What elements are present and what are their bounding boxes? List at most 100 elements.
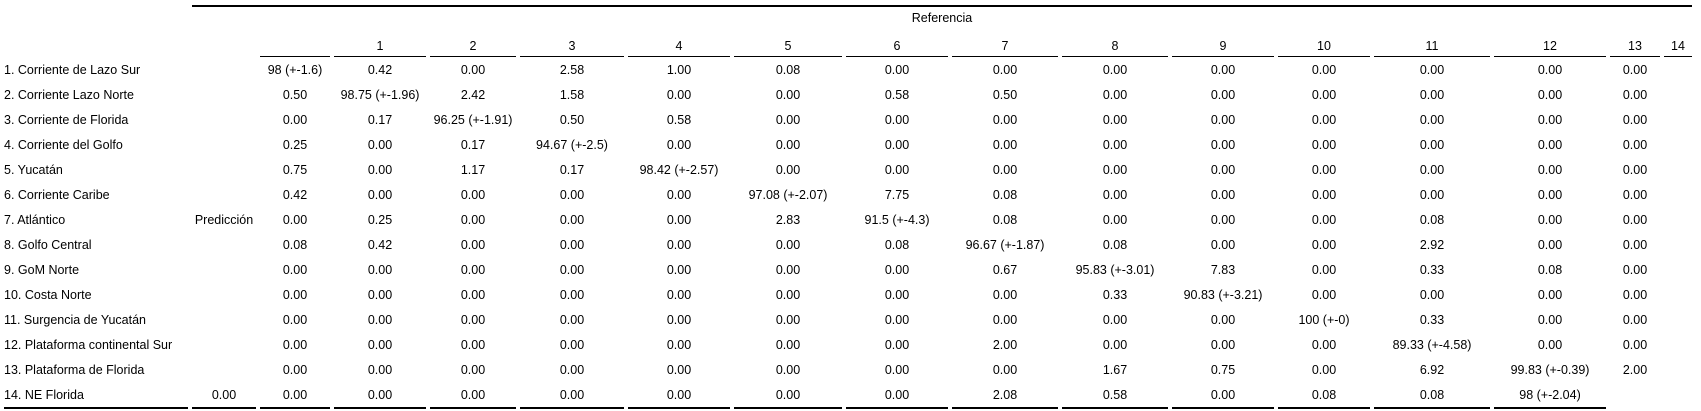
cell: 0.00 [460, 187, 486, 202]
cell: 0.00 [1210, 187, 1236, 202]
cell: 1.00 [666, 62, 692, 77]
cell: 0.00 [1419, 137, 1445, 152]
cell: 0.00 [1537, 112, 1563, 127]
cell: 0.00 [559, 337, 585, 352]
row-label: 14. NE Florida [4, 382, 188, 409]
cell: 0.00 [1537, 137, 1563, 152]
cell: 0.08 [884, 237, 910, 252]
cell: 0.00 [775, 287, 801, 302]
table-row: 5. Yucatán 0.75 0.00 1.17 0.17 98.42 (+-2.57)… [4, 157, 1692, 182]
column-numbers-row: 1 2 3 4 5 6 7 8 9 10 11 12 13 14 [4, 29, 1692, 57]
cell: 0.00 [460, 262, 486, 277]
cell: 0.58 [666, 112, 692, 127]
col-header-13: 13 [1610, 29, 1660, 57]
cell: 0.00 [460, 212, 486, 227]
col-header-8: 8 [1062, 29, 1168, 57]
cell: 0.00 [1311, 212, 1337, 227]
cell: 0.00 [1537, 62, 1563, 77]
referencia-header: Referencia [192, 5, 1692, 29]
row-label: 6. Corriente Caribe [4, 187, 110, 202]
cell: 0.00 [666, 87, 692, 102]
table-row: 10. Costa Norte 0.00 0.00 0.00 0.00 0.00 0.00 0… [4, 282, 1692, 307]
cell: 0.00 [367, 187, 393, 202]
cell: 0.42 [367, 62, 393, 77]
cell: 0.00 [367, 137, 393, 152]
row-label: 5. Yucatán [4, 162, 63, 177]
cell [1664, 232, 1692, 257]
cell: 98.75 (+-1.96) [340, 87, 420, 102]
cell: 0.00 [1311, 237, 1337, 252]
cell: 0.08 [1102, 237, 1128, 252]
cell: 0.00 [520, 382, 624, 409]
cell: 0.00 [559, 287, 585, 302]
cell: 0.00 [884, 112, 910, 127]
cell: 0.00 [1622, 262, 1648, 277]
cell: 0.42 [367, 237, 393, 252]
row-label: 13. Plataforma de Florida [4, 362, 145, 377]
cell: 2.08 [952, 382, 1058, 409]
table-row: 12. Plataforma continental Sur 0.00 0.00 0.… [4, 332, 1692, 357]
cell: 0.00 [1537, 312, 1563, 327]
table-row: 11. Surgencia de Yucatán 0.00 0.00 0.00 0.00… [4, 307, 1692, 332]
cell: 0.00 [884, 162, 910, 177]
cell: 0.00 [1102, 212, 1128, 227]
cell: 0.00 [1311, 62, 1337, 77]
cell: 0.00 [1311, 87, 1337, 102]
cell: 0.00 [1210, 312, 1236, 327]
cell: 0.00 [884, 262, 910, 277]
cell: 0.00 [846, 382, 948, 409]
cell: 90.83 (+-3.21) [1183, 287, 1263, 302]
cell: 0.00 [1210, 137, 1236, 152]
cell: 0.00 [884, 62, 910, 77]
cell: 0.00 [192, 382, 256, 409]
cell: 98.42 (+-2.57) [639, 162, 719, 177]
cell: 0.58 [884, 87, 910, 102]
cell: 0.00 [1419, 187, 1445, 202]
cell: 0.67 [992, 262, 1018, 277]
cell [1664, 332, 1692, 357]
cell: 0.00 [367, 162, 393, 177]
cell: 0.00 [1622, 87, 1648, 102]
cell: 96.67 (+-1.87) [965, 237, 1045, 252]
cell: 0.00 [430, 382, 516, 409]
cell: 0.00 [1102, 112, 1128, 127]
cell: 0.08 [992, 212, 1018, 227]
col-header-14: 14 [1664, 29, 1692, 57]
cell: 0.00 [559, 262, 585, 277]
cell: 0.00 [884, 287, 910, 302]
cell [1664, 257, 1692, 282]
cell: 0.00 [992, 162, 1018, 177]
cell: 0.00 [460, 362, 486, 377]
cell: 96.25 (+-1.91) [433, 112, 513, 127]
cell: 0.00 [775, 162, 801, 177]
cell [1664, 82, 1692, 107]
cell: 0.00 [1419, 287, 1445, 302]
cell: 0.00 [992, 362, 1018, 377]
cell: 0.00 [666, 212, 692, 227]
cell: 0.00 [1537, 337, 1563, 352]
cell: 0.33 [1419, 262, 1445, 277]
prediccion-label: Predicción [194, 212, 254, 227]
cell: 0.00 [559, 312, 585, 327]
cell: 0.00 [559, 212, 585, 227]
cell: 0.08 [992, 187, 1018, 202]
cell: 0.00 [884, 337, 910, 352]
cell: 0.00 [775, 137, 801, 152]
col-header-5: 5 [734, 29, 842, 57]
cell: 0.00 [775, 112, 801, 127]
cell: 0.50 [992, 87, 1018, 102]
cell: 0.00 [1311, 112, 1337, 127]
cell: 2.58 [559, 62, 585, 77]
cell: 0.00 [1210, 87, 1236, 102]
cell: 0.00 [666, 137, 692, 152]
cell: 97.08 (+-2.07) [748, 187, 828, 202]
cell: 0.00 [1102, 337, 1128, 352]
cell: 0.00 [559, 237, 585, 252]
row-label: 2. Corriente Lazo Norte [4, 87, 134, 102]
cell: 0.33 [1419, 312, 1445, 327]
cell: 0.00 [1537, 212, 1563, 227]
cell: 0.00 [775, 312, 801, 327]
referencia-row: Referencia [4, 5, 1692, 29]
cell: 0.00 [1210, 112, 1236, 127]
cell: 0.00 [775, 262, 801, 277]
